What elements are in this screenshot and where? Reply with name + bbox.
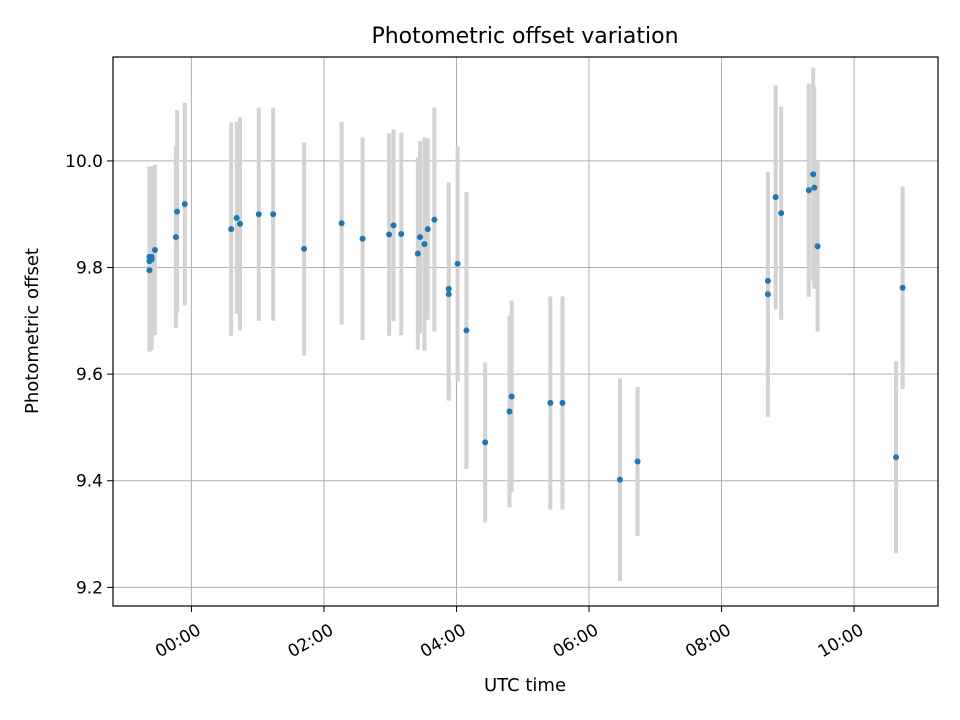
y-tick-label: 9.2 (76, 578, 103, 598)
data-point (482, 439, 489, 446)
data-point (893, 454, 900, 461)
data-point (559, 399, 566, 406)
data-point (899, 284, 906, 291)
data-point (151, 246, 158, 253)
chart-title: Photometric offset variation (371, 24, 678, 49)
data-point (414, 250, 421, 257)
data-point (805, 187, 812, 194)
data-point (764, 277, 771, 284)
data-point (810, 171, 817, 178)
data-point (174, 208, 181, 215)
data-point (148, 256, 155, 263)
y-tick-label: 10.0 (65, 152, 103, 172)
data-point (359, 235, 366, 242)
data-point (772, 194, 779, 201)
data-point (764, 291, 771, 298)
data-point (338, 220, 345, 227)
data-point (386, 231, 393, 238)
data-point (270, 211, 277, 218)
data-point (616, 476, 623, 483)
data-point (424, 226, 431, 233)
data-point (547, 399, 554, 406)
data-point (233, 214, 240, 221)
data-point (508, 393, 515, 400)
data-point (181, 201, 188, 208)
data-point (463, 327, 470, 334)
data-point (390, 222, 397, 229)
x-axis-label: UTC time (484, 675, 566, 696)
data-point (172, 234, 179, 241)
data-point (778, 210, 785, 217)
y-axis-label: Photometric offset (22, 248, 43, 414)
data-point (255, 211, 262, 218)
plot-frame (112, 56, 939, 607)
y-tick-label: 9.8 (76, 259, 103, 279)
data-point (445, 285, 452, 292)
data-point (445, 291, 452, 298)
data-point (634, 458, 641, 465)
y-axis: 9.2 9.4 9.6 9.8 10.0 (65, 152, 113, 598)
data-point (431, 216, 438, 223)
y-tick-label: 9.6 (76, 365, 103, 385)
data-point (814, 243, 821, 250)
data-point (811, 184, 818, 191)
data-point (146, 267, 153, 274)
data-point (417, 234, 424, 241)
data-point (421, 241, 428, 248)
data-point (454, 260, 461, 267)
data-point (301, 245, 308, 252)
data-point (398, 230, 405, 237)
points-layer (146, 171, 906, 483)
data-point (237, 220, 244, 227)
data-point (506, 408, 513, 415)
y-tick-label: 9.4 (76, 472, 103, 492)
data-point (228, 226, 235, 233)
